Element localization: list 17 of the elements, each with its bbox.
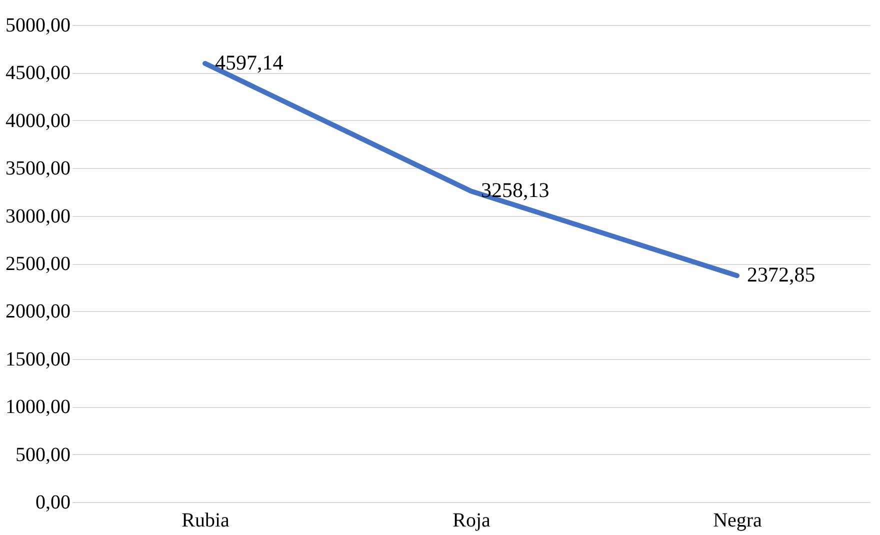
data-label: 3258,13 [481,178,550,202]
data-label: 2372,85 [747,262,816,287]
y-tick-label: 3000,00 [6,205,70,228]
x-tick-label: Negra [713,510,762,532]
y-tick-label: 500,00 [16,444,70,466]
y-tick-label: 5000,00 [6,14,70,36]
y-tick-label: 1500,00 [6,348,70,370]
y-tick-label: 2000,00 [6,300,70,323]
x-tick-label: Rubia [182,510,230,532]
y-tick-label: 3500,00 [6,158,70,180]
data-label: 4597,14 [215,50,284,74]
y-tick-label: 1000,00 [6,396,70,418]
y-tick-label: 2500,00 [6,253,70,275]
x-tick-label: Roja [452,510,491,532]
y-tick-label: 0,00 [36,492,70,514]
y-tick-label: 4000,00 [6,110,70,132]
y-tick-label: 4500,00 [6,62,70,84]
